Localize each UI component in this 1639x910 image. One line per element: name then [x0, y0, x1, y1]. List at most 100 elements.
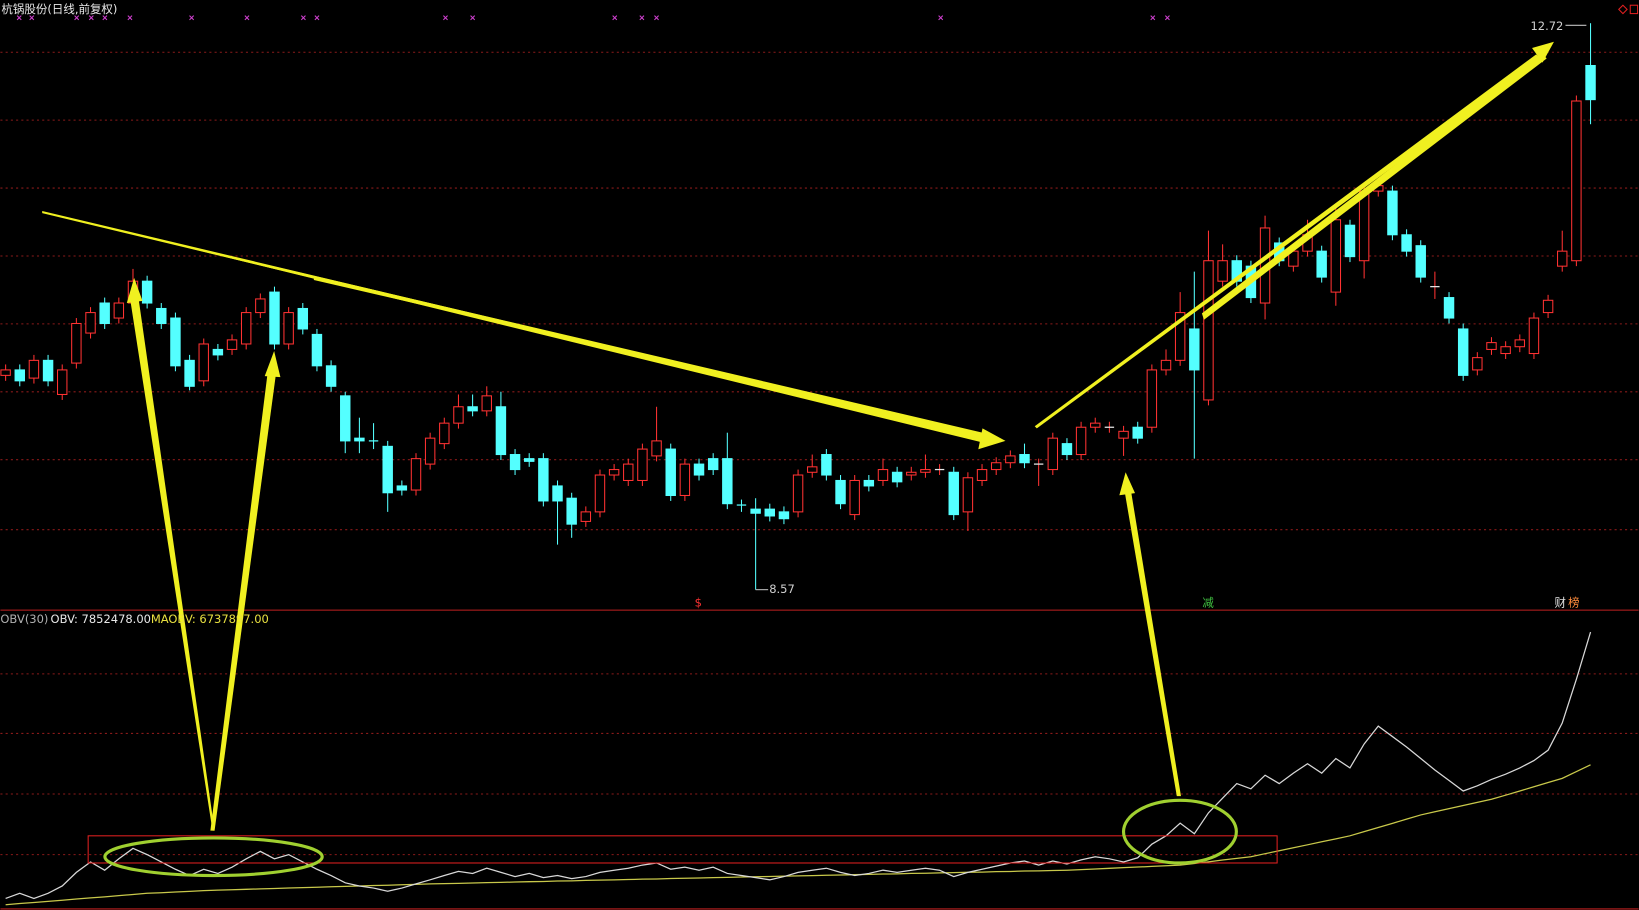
candle-body [42, 359, 54, 382]
chart-title: 杭锅股份(日线,前复权) [1, 2, 117, 16]
candle-body [297, 307, 309, 330]
candle-body [722, 458, 733, 505]
candle-body [198, 343, 209, 382]
flag-marker [470, 15, 476, 21]
flag-marker [654, 15, 659, 21]
candle-body [71, 322, 82, 364]
candle-body [906, 471, 917, 476]
candle-body [170, 317, 181, 367]
candle-body [212, 348, 224, 356]
top-markers [16, 15, 1170, 21]
candle-body [1528, 317, 1540, 355]
corner-icons [1618, 4, 1639, 15]
candle-body [85, 312, 96, 334]
candle-body [1443, 297, 1455, 319]
candle-body [594, 474, 606, 513]
flag-marker [639, 15, 645, 21]
event-marker: 财 [1554, 595, 1566, 609]
candle-body [283, 312, 294, 345]
candle-body [792, 474, 804, 513]
flag-marker [314, 15, 320, 21]
candle-body [1500, 346, 1511, 355]
candle-body [1401, 234, 1412, 252]
candle-body [1132, 426, 1143, 439]
trend-line [1034, 54, 1541, 429]
candle-body [453, 406, 464, 424]
arrowhead [264, 351, 281, 378]
flag-marker [127, 15, 133, 21]
candle-body [821, 454, 832, 476]
candle-body [226, 339, 238, 350]
candle-body [1457, 328, 1469, 376]
candle-body [523, 458, 535, 462]
candle-body [750, 508, 761, 514]
candle-body [920, 469, 931, 473]
candle-body [184, 359, 195, 387]
candle-body [1075, 426, 1087, 456]
flag-marker [29, 15, 35, 21]
candle-body [1047, 437, 1059, 471]
icon [1618, 4, 1628, 15]
candle-body [1330, 219, 1342, 293]
flag-marker [1164, 15, 1170, 21]
candle-body [566, 497, 577, 525]
flag-marker [1150, 15, 1156, 21]
ellipse [103, 836, 324, 878]
candle-body [849, 479, 860, 516]
candle-body [693, 463, 705, 476]
candle-body [778, 511, 790, 520]
candle-body [396, 485, 408, 491]
flag-marker [189, 15, 195, 21]
candle-body [764, 508, 776, 517]
candle-body [807, 466, 818, 473]
candle-body [623, 463, 634, 481]
candle-body [1585, 64, 1596, 101]
candle-body [608, 469, 620, 476]
flag-marker [74, 15, 80, 21]
max-label: 12.72 [1530, 19, 1563, 33]
legend-entry: OBV: 7852478.00 [51, 612, 151, 626]
candle-body [439, 422, 450, 445]
candle-body [891, 471, 903, 483]
flag-marker [443, 15, 448, 21]
indicator-title: OBV(30) [0, 612, 48, 626]
candle-body [495, 406, 507, 456]
candle-body [835, 479, 846, 505]
candle-body [1217, 260, 1228, 282]
candle-body [255, 298, 266, 314]
candle-body [990, 462, 1002, 471]
candle-body [269, 291, 280, 345]
flag-marker [300, 15, 306, 21]
candle-body [1203, 260, 1214, 401]
candle-body [1486, 342, 1497, 350]
candle-body [113, 302, 125, 319]
candle-body [410, 458, 422, 491]
candle-body [707, 458, 719, 471]
min-label: 8.57 [769, 582, 795, 596]
candle-body [1344, 224, 1356, 258]
highlight-box [87, 835, 1278, 864]
candle-body [877, 469, 889, 481]
candle-body [56, 369, 68, 396]
candle-body [1358, 190, 1370, 262]
series-line [5, 764, 1591, 906]
candle-body [538, 458, 549, 502]
pointer [210, 370, 277, 831]
pointer [1124, 490, 1181, 797]
candle-body [976, 469, 988, 481]
candle-body [240, 312, 252, 345]
trend-arrow [42, 212, 991, 445]
candle-body [424, 437, 436, 465]
candle-body [311, 333, 323, 367]
trend-arrow [1201, 52, 1547, 320]
candle-body [467, 406, 478, 412]
icon [1629, 4, 1639, 15]
candle-body [863, 479, 875, 487]
legend-entry: MAOBV: 6737897.00 [151, 612, 269, 626]
candle-body [141, 280, 153, 304]
candle-body [0, 369, 11, 376]
pointer [129, 296, 215, 831]
